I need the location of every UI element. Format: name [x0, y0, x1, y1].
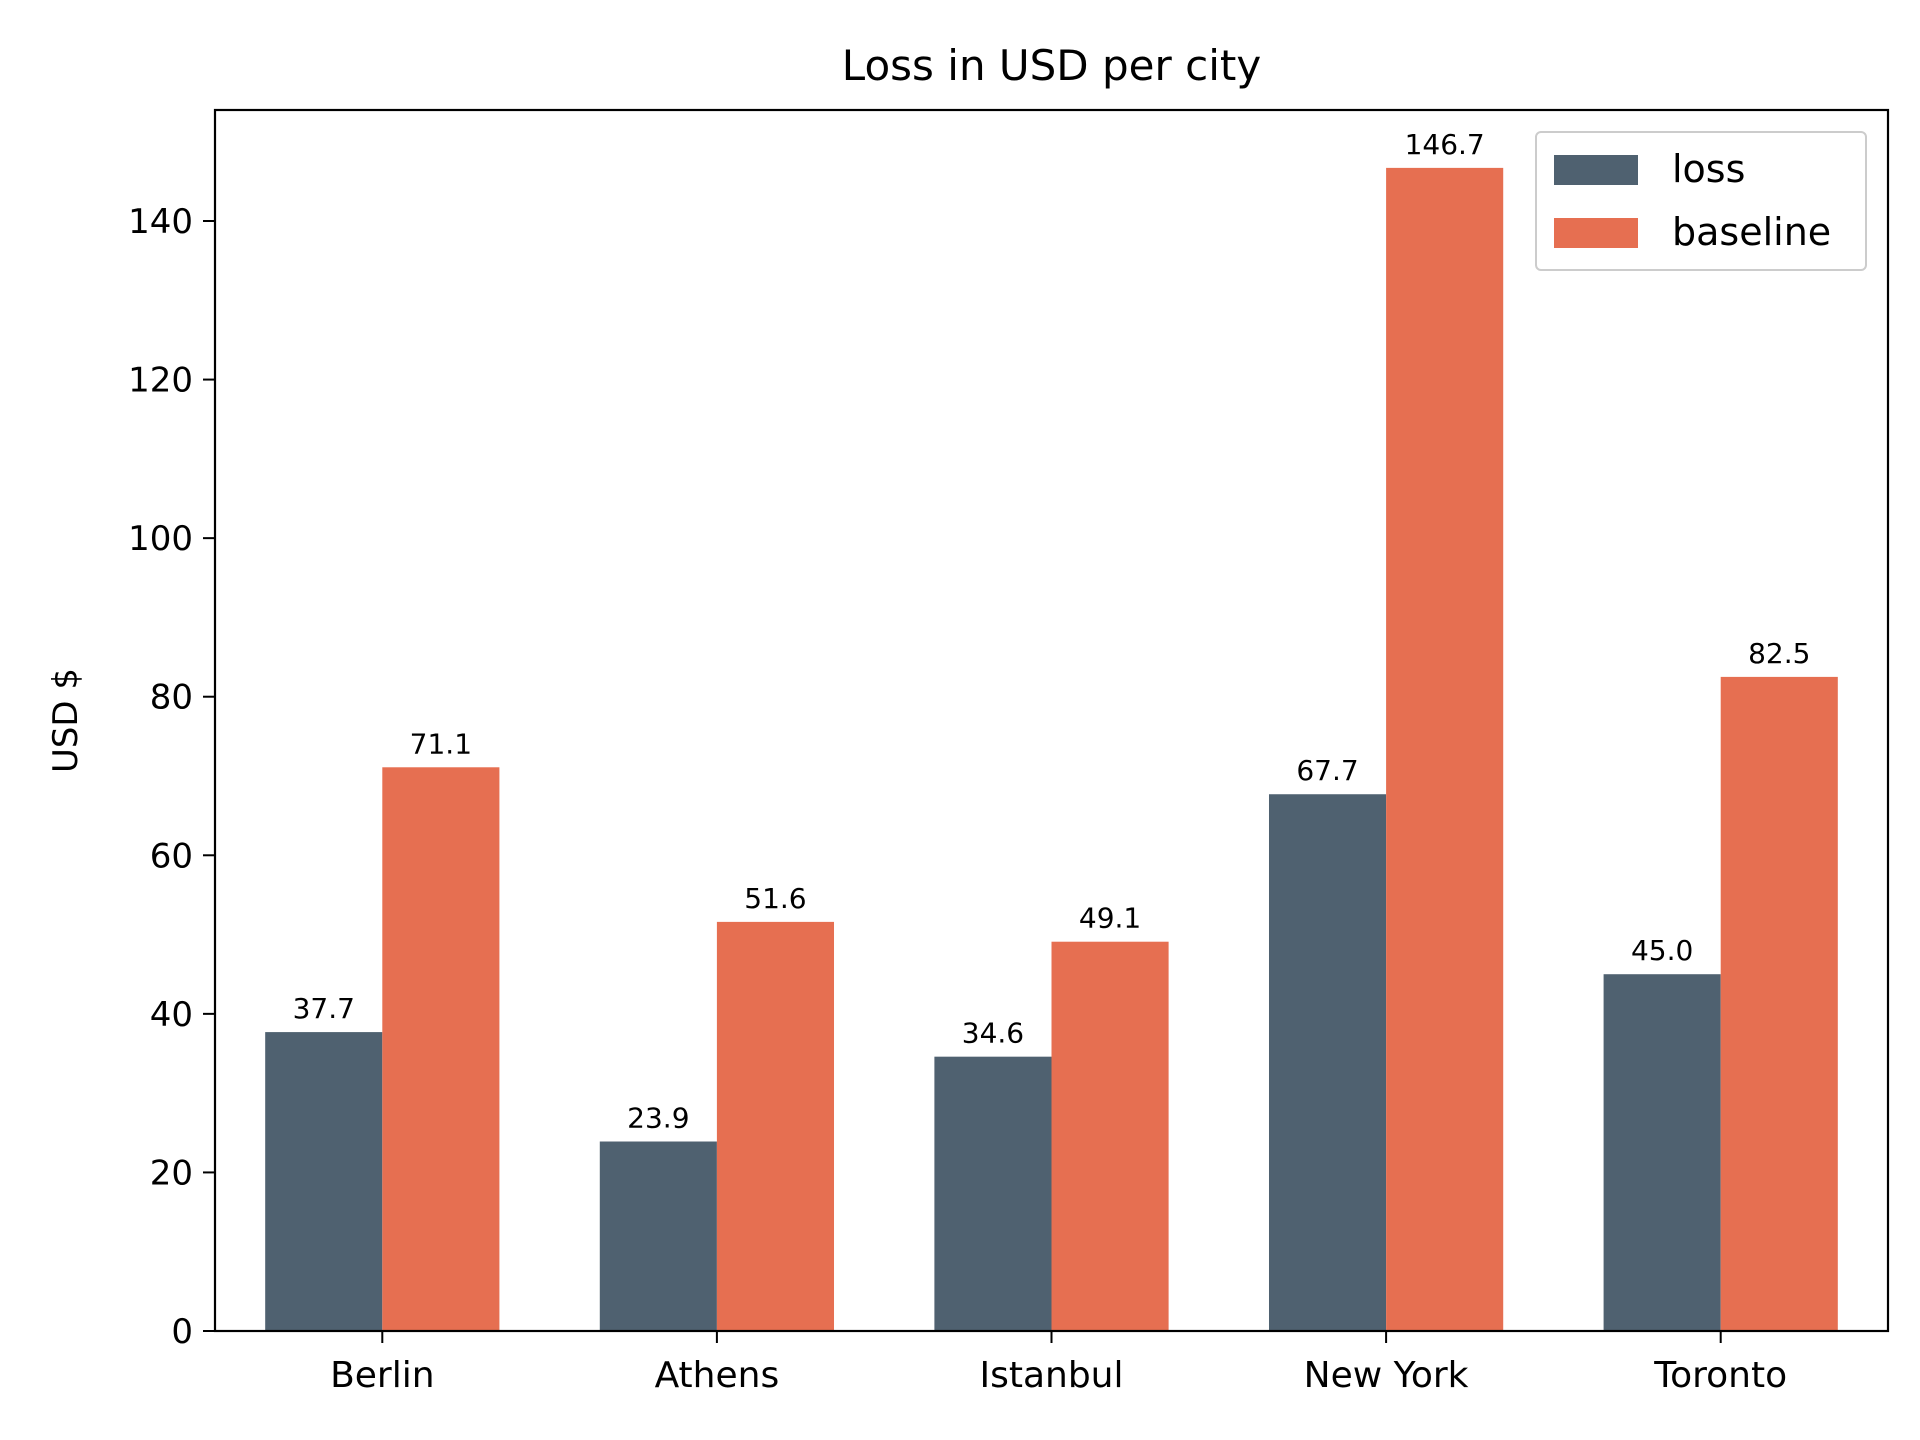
y-tick-label: 140	[128, 202, 193, 242]
chart-title: Loss in USD per city	[842, 41, 1261, 90]
bar-value-label: 146.7	[1405, 128, 1485, 161]
legend-swatch-baseline	[1554, 218, 1638, 248]
y-tick-label: 40	[150, 995, 193, 1035]
y-axis-label: USD $	[46, 668, 86, 773]
y-tick-label: 80	[150, 678, 193, 718]
bar-baseline-new-york	[1386, 167, 1504, 1332]
y-tick-label: 0	[171, 1312, 193, 1352]
bar-value-label: 23.9	[627, 1102, 689, 1135]
legend-label-baseline: baseline	[1672, 210, 1831, 254]
x-tick-label: Berlin	[330, 1355, 434, 1396]
legend-swatch-loss	[1554, 155, 1638, 185]
y-tick-label: 60	[150, 836, 193, 876]
x-tick-label: Toronto	[1653, 1355, 1787, 1396]
bar-loss-berlin	[265, 1032, 383, 1331]
x-tick-label: New York	[1304, 1355, 1469, 1396]
bar-baseline-athens	[716, 921, 835, 1331]
bar-value-label: 34.6	[962, 1017, 1024, 1050]
x-tick-label: Athens	[655, 1355, 780, 1396]
bar-value-label: 51.6	[744, 882, 806, 915]
bar-loss-athens	[599, 1141, 717, 1331]
bar-value-label: 49.1	[1079, 902, 1141, 935]
legend: loss baseline	[1535, 131, 1867, 271]
bar-baseline-berlin	[382, 767, 500, 1331]
plot-area: 37.7 23.9 34.6 67.7 45.0 71.1 51.6 49.1 146.7 82.…	[128, 108, 1890, 1396]
y-tick-label: 120	[128, 361, 193, 401]
bar-baseline-toronto	[1720, 676, 1838, 1331]
bar-value-label: 67.7	[1296, 754, 1358, 787]
bar-value-label: 45.0	[1631, 934, 1693, 967]
y-tick-label: 100	[128, 519, 193, 559]
bar-loss-new-york	[1268, 794, 1387, 1331]
bar-baseline-istanbul	[1051, 941, 1169, 1331]
bar-value-label: 71.1	[410, 727, 472, 760]
bar-value-label: 37.7	[293, 992, 355, 1025]
bar-loss-toronto	[1603, 974, 1721, 1331]
bar-value-label: 82.5	[1748, 637, 1810, 670]
bar-loss-istanbul	[934, 1056, 1052, 1331]
legend-label-loss: loss	[1672, 147, 1745, 191]
y-tick-label: 20	[150, 1153, 193, 1193]
x-tick-label: Istanbul	[979, 1355, 1123, 1396]
